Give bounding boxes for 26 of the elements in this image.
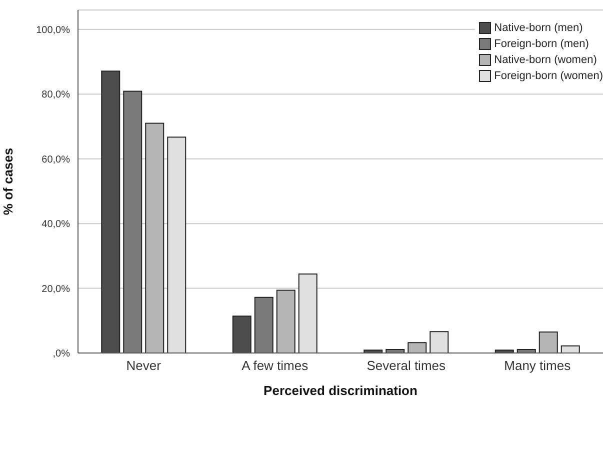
- y-tick-label: 60,0%: [42, 154, 70, 166]
- bar: [560, 345, 580, 353]
- y-axis-title: % of cases: [0, 148, 16, 216]
- y-tick-label: ,0%: [52, 348, 70, 360]
- x-tick-label: Several times: [366, 358, 446, 374]
- bar: [538, 331, 558, 353]
- y-tick-label: 40,0%: [42, 219, 70, 230]
- bar: [254, 296, 274, 353]
- legend-label: Foreign-born (women): [494, 70, 603, 82]
- legend-label: Foreign-born (men): [494, 38, 589, 50]
- bar: [123, 90, 142, 353]
- x-tick-label: Never: [126, 358, 162, 374]
- x-tick-label: Many times: [504, 358, 572, 374]
- bar: [298, 274, 318, 353]
- bar: [145, 122, 164, 353]
- y-tick-label: 100,0%: [36, 24, 70, 36]
- x-axis-title: Perceived discrimination: [264, 383, 418, 398]
- bar: [430, 331, 449, 353]
- y-tick-label: 80,0%: [42, 90, 70, 101]
- y-tick-label: 20,0%: [42, 284, 70, 295]
- bar: [167, 136, 186, 353]
- legend-label: Native-born (men): [494, 22, 583, 34]
- bar: [408, 342, 427, 353]
- legend-label: Native-born (women): [494, 54, 597, 66]
- bar: [276, 290, 296, 353]
- x-tick-label: A few times: [242, 358, 309, 374]
